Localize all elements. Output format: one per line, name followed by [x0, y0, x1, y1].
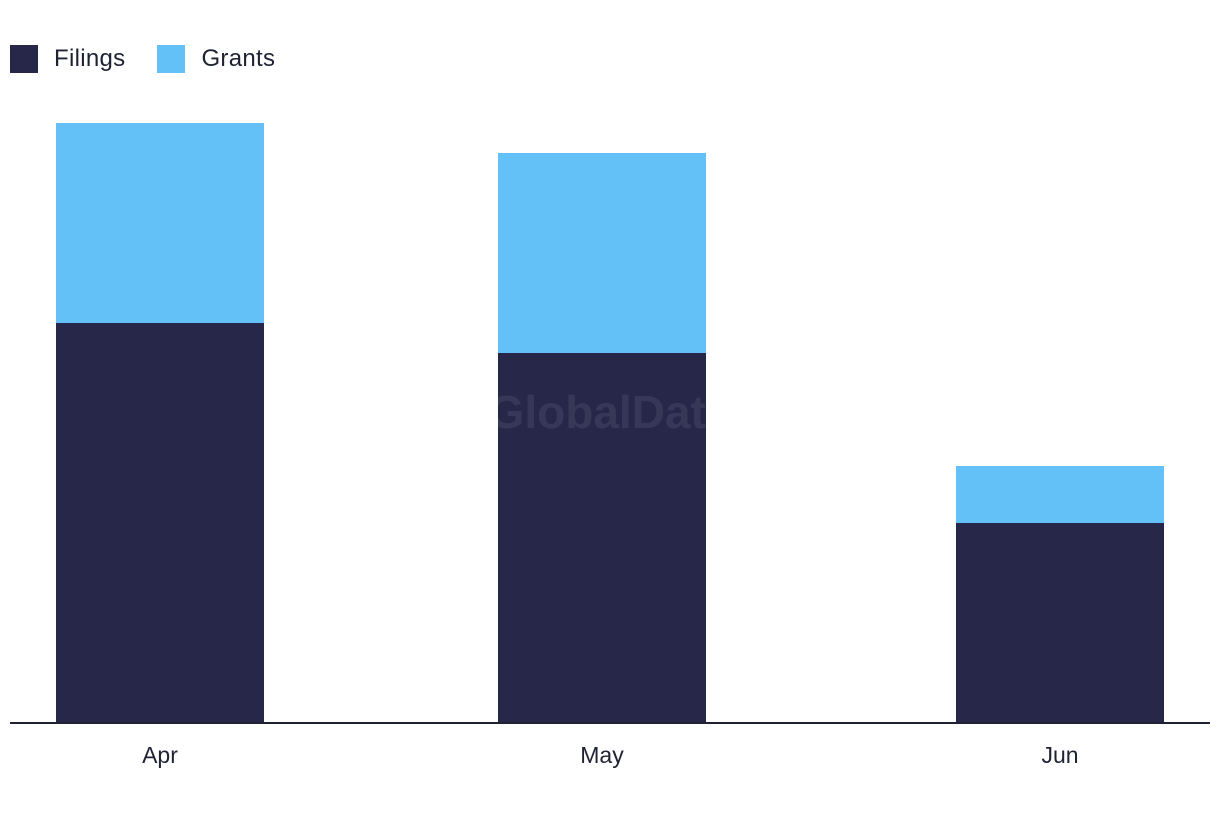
bar-filings-jun [956, 523, 1164, 723]
legend-label-grants: Grants [201, 45, 276, 72]
legend-swatch-filings [10, 45, 38, 73]
bar-filings-apr [56, 323, 264, 723]
bars-group [56, 123, 1164, 723]
watermark: GlobalData [489, 386, 732, 438]
x-tick-labels: Apr May Jun [142, 742, 1078, 768]
bar-filings-may [498, 353, 706, 723]
legend-item-grants: Grants [157, 45, 275, 73]
legend-item-filings: Filings [10, 45, 125, 73]
x-tick-label-jun: Jun [1041, 742, 1078, 768]
bar-grants-jun [956, 466, 1164, 523]
legend-swatch-grants [157, 45, 186, 73]
x-tick-label-may: May [580, 742, 624, 768]
legend: Filings Grants [10, 44, 307, 74]
legend-label-filings: Filings [54, 45, 126, 72]
x-tick-label-apr: Apr [142, 742, 178, 768]
bar-grants-may [498, 153, 706, 353]
bar-grants-apr [56, 123, 264, 323]
